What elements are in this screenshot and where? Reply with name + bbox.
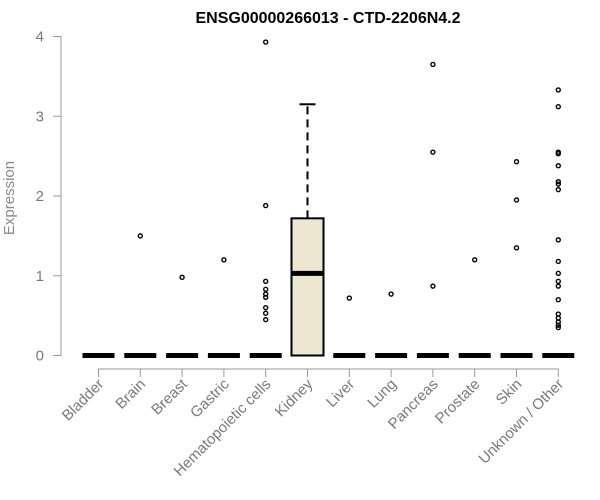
box-liver [333, 295, 366, 358]
outlier-point [263, 304, 269, 311]
box-lung [375, 291, 408, 358]
y-tick-label: 1 [36, 268, 44, 285]
outlier-point [137, 233, 144, 239]
outlier-point [346, 295, 352, 301]
outlier-point [179, 274, 185, 281]
outlier-point [430, 149, 436, 155]
x-tick-label: Bladder [59, 376, 108, 425]
y-axis: 0 1 2 3 4 [36, 29, 62, 365]
outlier-point [555, 103, 561, 110]
outlier-point [263, 39, 269, 45]
outlier-point [263, 316, 269, 323]
outlier-point [555, 87, 561, 93]
x-tick-label: Kidney [272, 375, 317, 420]
box-prostate [458, 257, 491, 358]
x-tick-label: Prostate [432, 376, 484, 428]
outlier-point [263, 202, 269, 209]
outlier-point [555, 270, 561, 277]
x-tick-label: Liver [323, 376, 358, 411]
outlier-point [263, 310, 269, 316]
outlier-point [555, 278, 561, 285]
outlier-point [263, 278, 269, 285]
box-brain [124, 233, 157, 358]
y-tick-label: 2 [36, 188, 44, 205]
outlier-point [513, 159, 520, 165]
box-unknown-other [542, 87, 575, 358]
x-tick-label: Breast [148, 375, 191, 418]
y-tick-label: 3 [36, 108, 44, 125]
outlier-point [555, 319, 561, 325]
outlier-point [263, 294, 269, 300]
outlier-point [472, 257, 478, 263]
outlier-point [555, 237, 561, 243]
box-kidney [290, 103, 325, 357]
outlier-point [263, 291, 269, 297]
outlier-point [430, 283, 436, 289]
y-tick-label: 0 [36, 348, 44, 365]
outlier-point [388, 291, 394, 297]
outlier-point [555, 162, 561, 169]
box-pancreas [416, 61, 449, 358]
x-tick-label: Lung [364, 376, 400, 412]
outlier-point [221, 257, 227, 263]
box-iqr [290, 217, 325, 357]
outlier-point [513, 245, 520, 251]
chart-title: ENSG00000266013 - CTD-2206N4.2 [195, 10, 460, 27]
outlier-point [555, 151, 561, 157]
x-tick-label: Brain [112, 376, 149, 413]
outlier-point [555, 324, 561, 331]
outlier-point [263, 286, 269, 293]
outlier-point [513, 197, 520, 203]
outlier-point [555, 186, 561, 193]
boxes [82, 39, 575, 358]
y-axis-label: Expression [1, 161, 18, 235]
box-breast [166, 274, 199, 358]
box-hematopoietic-cells [249, 39, 282, 358]
outlier-point [430, 61, 436, 68]
outlier-point [555, 322, 561, 328]
outlier-point [555, 181, 561, 187]
x-tick-label: Skin [493, 376, 526, 409]
box-skin [500, 159, 533, 358]
box-gastric [207, 257, 240, 358]
outlier-point [555, 258, 561, 265]
y-tick-label: 4 [36, 29, 44, 46]
outlier-point [555, 283, 561, 289]
outlier-point [555, 296, 561, 303]
outlier-point [555, 178, 561, 185]
